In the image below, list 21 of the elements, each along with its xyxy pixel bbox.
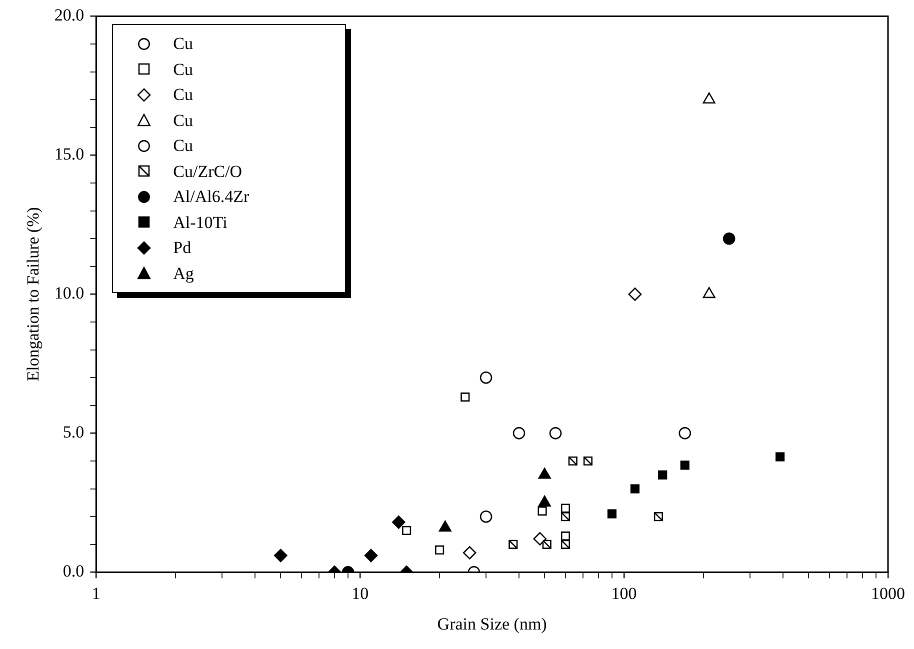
- x-tick-label: 1000: [871, 584, 905, 603]
- legend-label: Cu: [173, 110, 193, 132]
- x-tick-label: 1: [92, 584, 100, 603]
- legend-label: Al-10Ti: [173, 212, 228, 234]
- legend-label: Pd: [173, 237, 192, 260]
- y-tick-label: 0.0: [62, 562, 84, 581]
- y-axis-title: Elongation to Failure (%): [24, 207, 43, 382]
- legend-label: Al/Al6.4Zr: [173, 186, 250, 208]
- x-tick-label: 100: [611, 584, 637, 603]
- x-axis-title: Grain Size (nm): [437, 614, 547, 634]
- legend-label: Cu: [173, 33, 193, 56]
- legend-label: Cu: [173, 84, 193, 106]
- y-tick-label: 15.0: [54, 144, 84, 164]
- y-tick-label: 10.0: [54, 284, 84, 303]
- y-tick-label: 20.0: [54, 6, 84, 25]
- legend-label: Ag: [173, 262, 194, 285]
- legend-label: Cu/ZrC/O: [173, 160, 242, 183]
- legend-label: Cu: [173, 135, 193, 158]
- y-tick-label: 5.0: [62, 422, 84, 442]
- x-tick-label: 10: [352, 584, 369, 603]
- legend-label: Cu: [173, 58, 193, 81]
